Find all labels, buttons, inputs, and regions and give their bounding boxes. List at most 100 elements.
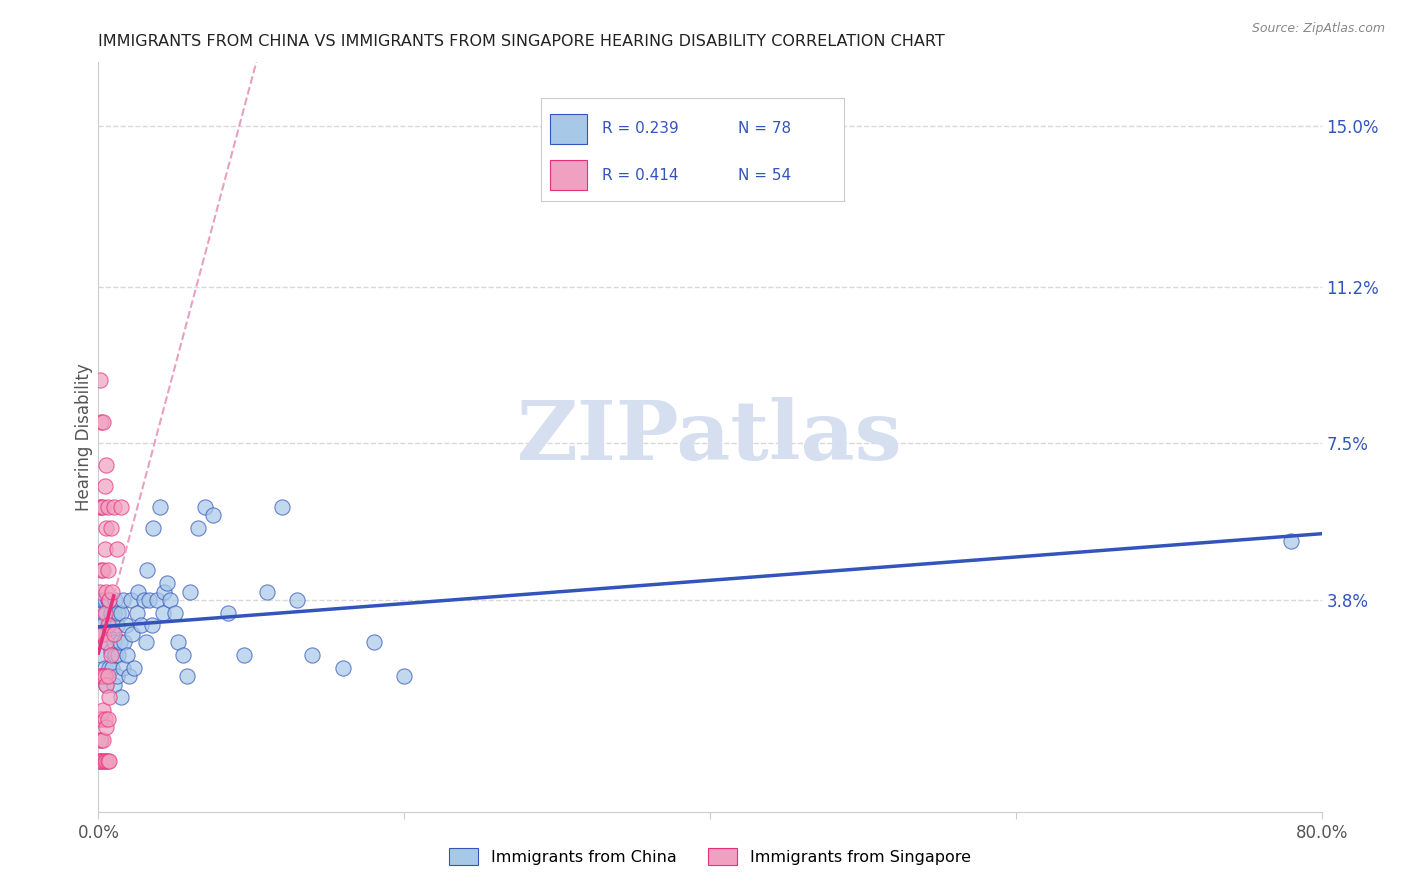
Y-axis label: Hearing Disability: Hearing Disability	[75, 363, 93, 511]
Point	[97, 593, 120, 607]
Point	[153, 584, 176, 599]
Point	[105, 542, 128, 557]
Point	[138, 593, 160, 607]
Point	[125, 606, 148, 620]
Bar	[550, 160, 586, 190]
Text: R = 0.414: R = 0.414	[602, 168, 678, 183]
Point	[176, 669, 198, 683]
Point	[110, 500, 132, 514]
Point	[167, 635, 190, 649]
Point	[103, 635, 125, 649]
Point	[110, 690, 132, 705]
Point	[89, 500, 111, 514]
Text: Source: ZipAtlas.com: Source: ZipAtlas.com	[1251, 22, 1385, 36]
Point	[97, 754, 120, 768]
Point	[98, 754, 121, 768]
Point	[135, 635, 157, 649]
Point	[101, 661, 124, 675]
Point	[94, 678, 117, 692]
Point	[101, 584, 124, 599]
Point	[104, 593, 127, 607]
Point	[97, 618, 120, 632]
Text: IMMIGRANTS FROM CHINA VS IMMIGRANTS FROM SINGAPORE HEARING DISABILITY CORRELATIO: IMMIGRANTS FROM CHINA VS IMMIGRANTS FROM…	[98, 34, 945, 49]
Point	[159, 593, 181, 607]
Point	[91, 415, 114, 429]
Point	[129, 618, 152, 632]
Point	[111, 593, 134, 607]
Point	[94, 678, 117, 692]
Point	[89, 669, 111, 683]
Point	[270, 500, 292, 514]
Point	[100, 521, 122, 535]
Point	[90, 669, 112, 683]
Point	[152, 606, 174, 620]
Text: ZIPatlas: ZIPatlas	[517, 397, 903, 477]
Point	[97, 563, 120, 577]
Point	[89, 754, 111, 768]
Text: N = 78: N = 78	[738, 121, 792, 136]
Point	[89, 606, 111, 620]
Point	[94, 606, 117, 620]
Point	[285, 593, 308, 607]
Point	[100, 648, 122, 662]
Point	[91, 593, 114, 607]
Point	[103, 627, 125, 641]
Point	[93, 661, 115, 675]
Point	[94, 635, 117, 649]
Point	[187, 521, 209, 535]
Point	[145, 593, 167, 607]
Point	[93, 754, 115, 768]
Point	[97, 627, 120, 641]
Point	[90, 563, 112, 577]
Point	[103, 678, 125, 692]
Point	[232, 648, 254, 662]
Bar	[550, 113, 586, 145]
Point	[91, 754, 114, 768]
Point	[97, 669, 120, 683]
Point	[91, 669, 114, 683]
Point	[91, 732, 114, 747]
Point	[90, 627, 112, 641]
Point	[98, 661, 121, 675]
Point	[136, 563, 159, 577]
Point	[141, 618, 163, 632]
Point	[90, 627, 112, 641]
Point	[97, 500, 120, 514]
Point	[101, 627, 124, 641]
Point	[194, 500, 217, 514]
Point	[90, 415, 112, 429]
Point	[179, 584, 201, 599]
Point	[1279, 533, 1302, 548]
Point	[142, 521, 165, 535]
Point	[107, 606, 129, 620]
Point	[91, 669, 114, 683]
Point	[163, 606, 186, 620]
Point	[93, 479, 115, 493]
Point	[89, 373, 111, 387]
Point	[103, 500, 125, 514]
Point	[100, 644, 122, 658]
Point	[90, 732, 112, 747]
Point	[332, 661, 354, 675]
Point	[117, 648, 139, 662]
Point	[127, 584, 149, 599]
Point	[91, 563, 114, 577]
Point	[121, 627, 143, 641]
Point	[363, 635, 385, 649]
Point	[91, 500, 114, 514]
Point	[97, 669, 120, 683]
Point	[91, 618, 114, 632]
Point	[94, 458, 117, 472]
Point	[149, 500, 172, 514]
Point	[105, 669, 128, 683]
Point	[93, 593, 115, 607]
Point	[98, 618, 121, 632]
Point	[134, 593, 156, 607]
Point	[217, 606, 239, 620]
Point	[93, 606, 115, 620]
Point	[93, 712, 115, 726]
Point	[91, 703, 114, 717]
Point	[105, 618, 128, 632]
Point	[104, 648, 127, 662]
Point	[89, 618, 111, 632]
